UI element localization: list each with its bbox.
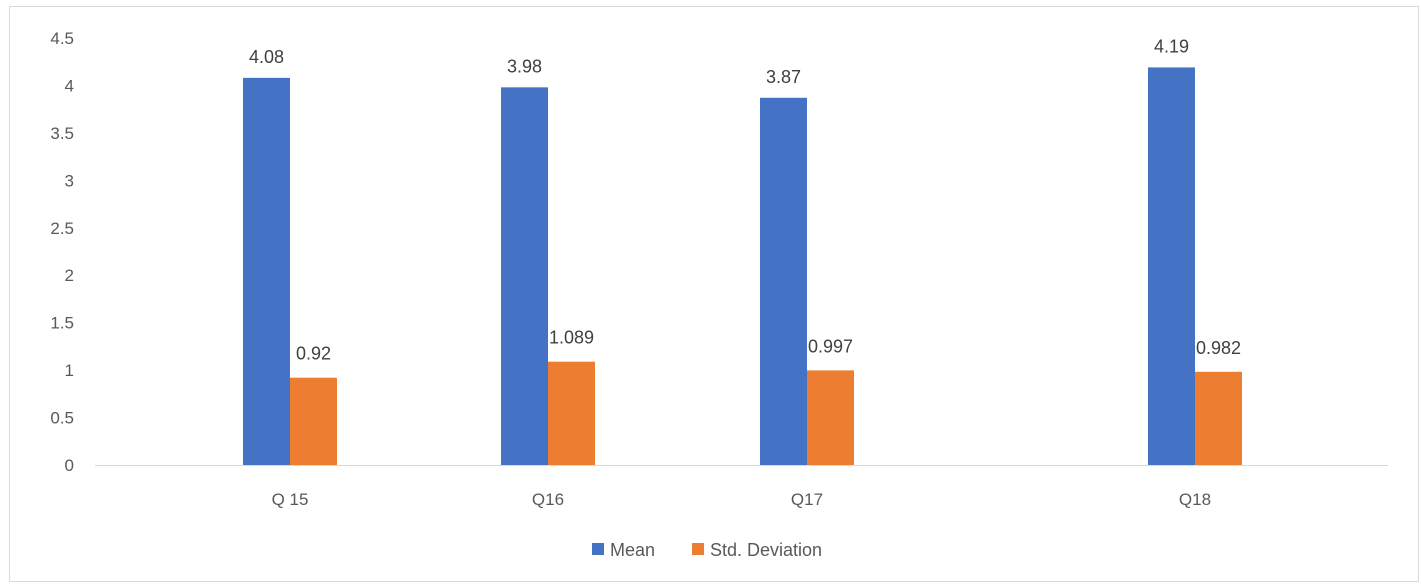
data-label: 3.87 [766,67,801,87]
legend-label: Std. Deviation [710,540,822,560]
data-label: 1.089 [549,328,594,348]
bars: 4.08 3.98 3.87 4.19 0.92 1.089 0.997 0.982 [243,36,1242,465]
legend-swatch [592,543,604,555]
data-label: 0.982 [1196,338,1241,358]
x-axis-ticks: Q 15 Q16 Q17 Q18 [272,490,1212,509]
bar-std-deviation [1195,371,1242,465]
y-tick-label: 0 [65,456,74,475]
y-tick-label: 4 [65,76,74,95]
bar-std-deviation [548,361,595,465]
x-tick-label: Q17 [791,490,823,509]
y-tick-label: 1 [65,361,74,380]
legend: Mean Std. Deviation [592,540,822,560]
x-tick-label: Q 15 [272,490,309,509]
y-axis-ticks: 0 0.5 1 1.5 2 2.5 3 3.5 4 4.5 [50,29,74,475]
y-tick-label: 3.5 [50,124,74,143]
data-label: 3.98 [507,56,542,76]
data-label: 4.19 [1154,36,1189,56]
legend-swatch [692,543,704,555]
data-label: 4.08 [249,47,284,67]
bar-mean [1148,67,1195,465]
y-tick-label: 2.5 [50,219,74,238]
y-tick-label: 3 [65,171,74,190]
y-tick-label: 4.5 [50,29,74,48]
bar-std-deviation [807,370,854,465]
data-label: 0.92 [296,344,331,364]
legend-label: Mean [610,540,655,560]
y-tick-label: 1.5 [50,314,74,333]
bar-std-deviation [290,377,337,465]
y-tick-label: 2 [65,266,74,285]
bar-mean [501,87,548,465]
y-tick-label: 0.5 [50,409,74,428]
x-tick-label: Q18 [1179,490,1211,509]
bar-mean [243,77,290,465]
data-label: 0.997 [808,336,853,356]
x-tick-label: Q16 [532,490,564,509]
bar-mean [760,97,807,465]
